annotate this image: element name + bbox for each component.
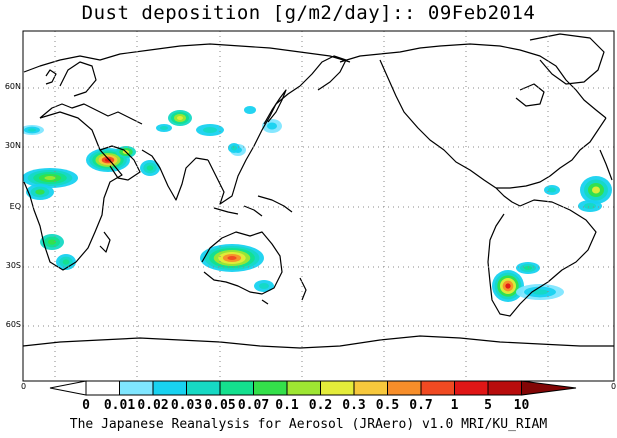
colorbar-band bbox=[353, 380, 388, 396]
coastline bbox=[45, 69, 57, 85]
dust-region-north-africa bbox=[28, 128, 36, 132]
colorbar-tick-label: 0.5 bbox=[376, 398, 399, 413]
colorbar-tick-label: 0.7 bbox=[409, 398, 432, 413]
colorbar-band bbox=[253, 380, 288, 396]
dust-region-central-asia bbox=[160, 126, 168, 130]
dust-region-mongolia bbox=[244, 106, 256, 114]
coastline bbox=[39, 103, 143, 125]
coastline bbox=[243, 205, 263, 217]
colorbar-band bbox=[219, 380, 254, 396]
colorbar-band bbox=[186, 380, 221, 396]
colorbar-tick-label: 0.07 bbox=[238, 398, 269, 413]
coastline bbox=[487, 199, 597, 317]
colorbar-band bbox=[286, 380, 321, 396]
colorbar-tick-label: 0 bbox=[82, 398, 90, 413]
coastline bbox=[261, 299, 269, 305]
lat-lon-grid bbox=[23, 31, 614, 381]
map-frame bbox=[22, 30, 615, 382]
lat-label-30n: 30N bbox=[4, 141, 21, 150]
colorbar-band bbox=[320, 380, 355, 396]
colorbar-tick-label: 0.03 bbox=[171, 398, 202, 413]
dust-region-australia bbox=[227, 256, 237, 260]
coastline bbox=[299, 55, 347, 91]
coastline bbox=[299, 277, 307, 301]
dust-region-taklamakan bbox=[177, 116, 183, 120]
coastline bbox=[99, 231, 111, 253]
dust-region-australia-south bbox=[259, 283, 269, 289]
coastline bbox=[515, 83, 545, 107]
coastline bbox=[213, 207, 239, 215]
colorbar-tick-label: 5 bbox=[484, 398, 492, 413]
coastline bbox=[23, 43, 351, 73]
coastline bbox=[599, 149, 613, 181]
dust-region-sahel bbox=[35, 189, 45, 195]
colorbar-left-edge-label: 0 bbox=[21, 382, 27, 391]
dust-region-sahara bbox=[44, 176, 56, 180]
colorbar-band bbox=[119, 380, 154, 396]
colorbar-lower-arrow bbox=[49, 380, 87, 396]
colorbar-right-edge-label: 0 bbox=[611, 382, 617, 391]
dust-region-mexico bbox=[548, 187, 556, 193]
coastline bbox=[339, 43, 607, 119]
coastline bbox=[23, 335, 614, 349]
colorbar-band bbox=[387, 380, 422, 396]
colorbar-band bbox=[420, 380, 455, 396]
colorbar-tick-label: 0.2 bbox=[309, 398, 332, 413]
dust-region-east-asia-plume bbox=[267, 122, 277, 130]
dust-region-patagonia bbox=[505, 283, 511, 289]
coastline bbox=[263, 89, 287, 125]
colorbar-tick-label: 1 bbox=[451, 398, 459, 413]
credit-line: The Japanese Reanalysis for Aerosol (JRA… bbox=[69, 417, 548, 432]
colorbar-band bbox=[454, 380, 489, 396]
coastline bbox=[201, 231, 283, 295]
colorbar-tick-label: 0.3 bbox=[342, 398, 365, 413]
coastline bbox=[207, 85, 301, 205]
colorbar-band bbox=[85, 380, 120, 396]
dust-region-himalaya bbox=[231, 145, 237, 151]
lat-label-eq: EQ bbox=[9, 202, 21, 211]
coastline bbox=[141, 149, 209, 201]
colorbar-upper-arrow bbox=[521, 380, 577, 396]
dust-region-india bbox=[146, 165, 154, 171]
dust-region-atlantic-plume-south bbox=[584, 203, 596, 209]
coastline bbox=[23, 111, 123, 271]
map-title: Dust deposition [g/m2/day]:: 09Feb2014 bbox=[81, 2, 536, 24]
colorbar-band bbox=[487, 380, 522, 396]
lat-label-60s: 60S bbox=[5, 320, 21, 329]
colorbar-tick-label: 0.05 bbox=[204, 398, 235, 413]
dust-region-argentina bbox=[524, 266, 532, 270]
coastline bbox=[59, 61, 97, 97]
lat-label-60n: 60N bbox=[4, 82, 21, 91]
coastline bbox=[379, 59, 497, 189]
lat-label-30s: 30S bbox=[5, 261, 21, 270]
coastline bbox=[496, 117, 607, 189]
coastline bbox=[529, 33, 605, 85]
dust-region-south-atlantic-plume bbox=[532, 289, 548, 295]
coastline bbox=[257, 195, 293, 213]
colorbar-tick-label: 10 bbox=[514, 398, 530, 413]
dust-deposition-field bbox=[23, 106, 612, 302]
colorbar-tick-label: 0.1 bbox=[275, 398, 299, 413]
coastline bbox=[495, 187, 521, 207]
coastlines bbox=[23, 33, 614, 349]
colorbar-band bbox=[152, 380, 187, 396]
dust-region-namibia bbox=[62, 259, 70, 265]
dust-region-atlantic-plume bbox=[592, 186, 600, 194]
dust-region-gobi bbox=[203, 127, 217, 133]
colorbar-tick-label: 0.02 bbox=[137, 398, 168, 413]
dust-region-south-africa bbox=[48, 239, 56, 245]
colorbar-tick-label: 0.01 bbox=[104, 398, 135, 413]
colorbar: 0 0.01 0.02 0.03 0.05 0.07 0.1 0.2 0.3 0.5 0.7 1 5 10 bbox=[49, 380, 577, 413]
